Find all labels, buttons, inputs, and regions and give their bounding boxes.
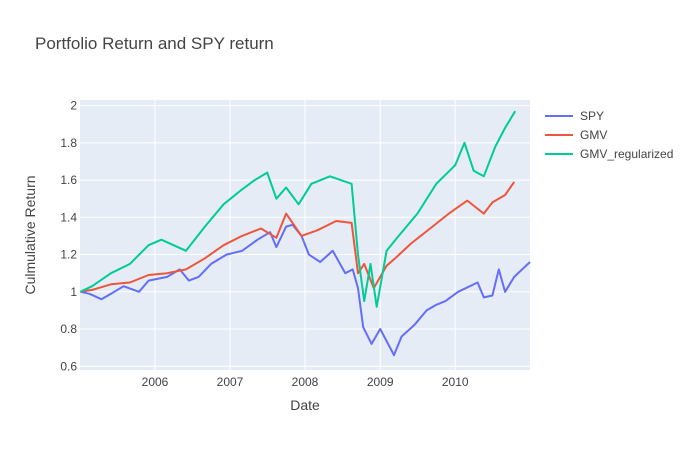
- y-axis-label: Culmulative Return: [22, 175, 38, 294]
- y-tick-label: 1.6: [60, 173, 77, 187]
- x-tick-label: 2007: [217, 375, 244, 389]
- y-tick-label: 1.2: [60, 248, 77, 262]
- x-axis-label: Date: [290, 397, 320, 413]
- x-tick-label: 2006: [142, 375, 169, 389]
- y-tick-label: 0.6: [60, 359, 77, 373]
- y-tick-label: 2: [70, 99, 77, 113]
- legend-label: SPY: [580, 109, 604, 123]
- series-line-spy: [80, 223, 531, 357]
- y-tick-label: 1.8: [60, 136, 77, 150]
- legend-label: GMV: [580, 128, 607, 142]
- x-tick-label: 2010: [442, 375, 469, 389]
- series-line-gmv: [80, 181, 516, 293]
- x-tick-label: 2008: [292, 375, 319, 389]
- x-tick-label: 2009: [367, 375, 394, 389]
- y-tick-label: 0.8: [60, 322, 77, 336]
- series-line-gmv-regularized: [79, 110, 517, 308]
- y-tick-label: 1: [70, 285, 77, 299]
- legend-label: GMV_regularized: [580, 147, 673, 161]
- chart-title: Portfolio Return and SPY return: [35, 34, 274, 53]
- y-tick-label: 1.4: [60, 210, 77, 224]
